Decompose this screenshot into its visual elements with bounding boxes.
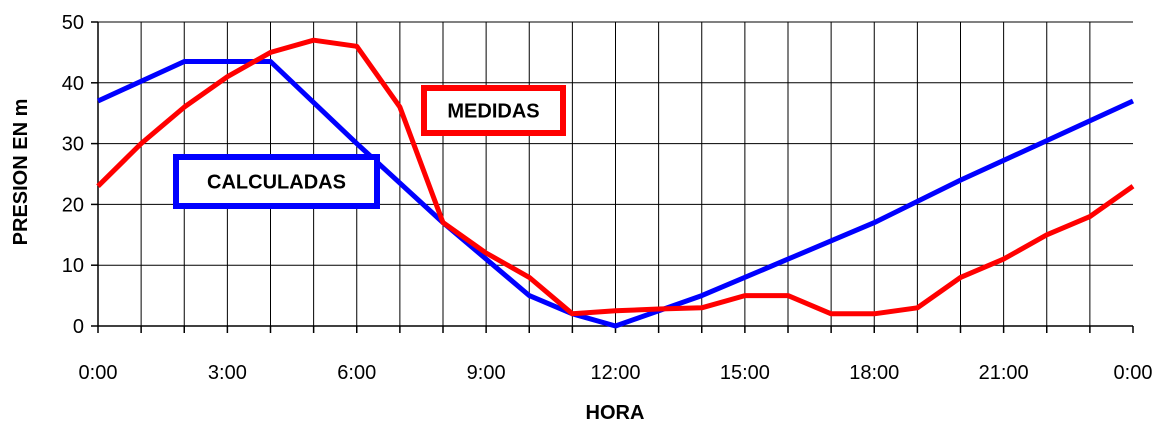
x-tick-label: 6:00 — [337, 362, 376, 384]
x-tick-label: 15:00 — [720, 362, 770, 384]
y-tick-labels: 0 10 20 30 40 50 — [62, 12, 84, 338]
x-tick-label: 0:00 — [79, 362, 118, 384]
series-labels: MEDIDAS CALCULADAS — [173, 85, 566, 209]
series-label-medidas: MEDIDAS — [421, 85, 566, 136]
x-tick-label: 21:00 — [979, 362, 1029, 384]
x-tick-label: 3:00 — [208, 362, 247, 384]
y-tick-label: 30 — [62, 134, 84, 156]
x-tick-label: 12:00 — [590, 362, 640, 384]
y-tick-label: 0 — [73, 316, 84, 338]
series-line-medidas — [96, 37, 1135, 317]
y-tick-label: 10 — [62, 255, 84, 277]
series-lines — [96, 37, 1135, 329]
y-tick-label: 50 — [62, 12, 84, 34]
x-tick-labels: 0:00 3:00 6:00 9:00 12:00 15:00 18:00 21:00 0:00 — [79, 362, 1153, 384]
y-tick-label: 40 — [62, 73, 84, 95]
series-label-calculadas: CALCULADAS — [173, 154, 380, 209]
series-label-text: MEDIDAS — [447, 101, 539, 123]
grid — [98, 21, 1133, 326]
x-tick-label: 9:00 — [467, 362, 506, 384]
x-tick-label: 18:00 — [849, 362, 899, 384]
x-axis-title: HORA — [586, 402, 645, 424]
series-label-box — [173, 154, 380, 209]
y-axis-title: PRESION EN m — [10, 99, 32, 246]
series-line-calculadas — [96, 59, 1135, 329]
x-tick-label: 0:00 — [1114, 362, 1153, 384]
series-label-text: CALCULADAS — [207, 172, 346, 194]
series-label-box — [421, 85, 566, 136]
y-tick-label: 20 — [62, 194, 84, 216]
